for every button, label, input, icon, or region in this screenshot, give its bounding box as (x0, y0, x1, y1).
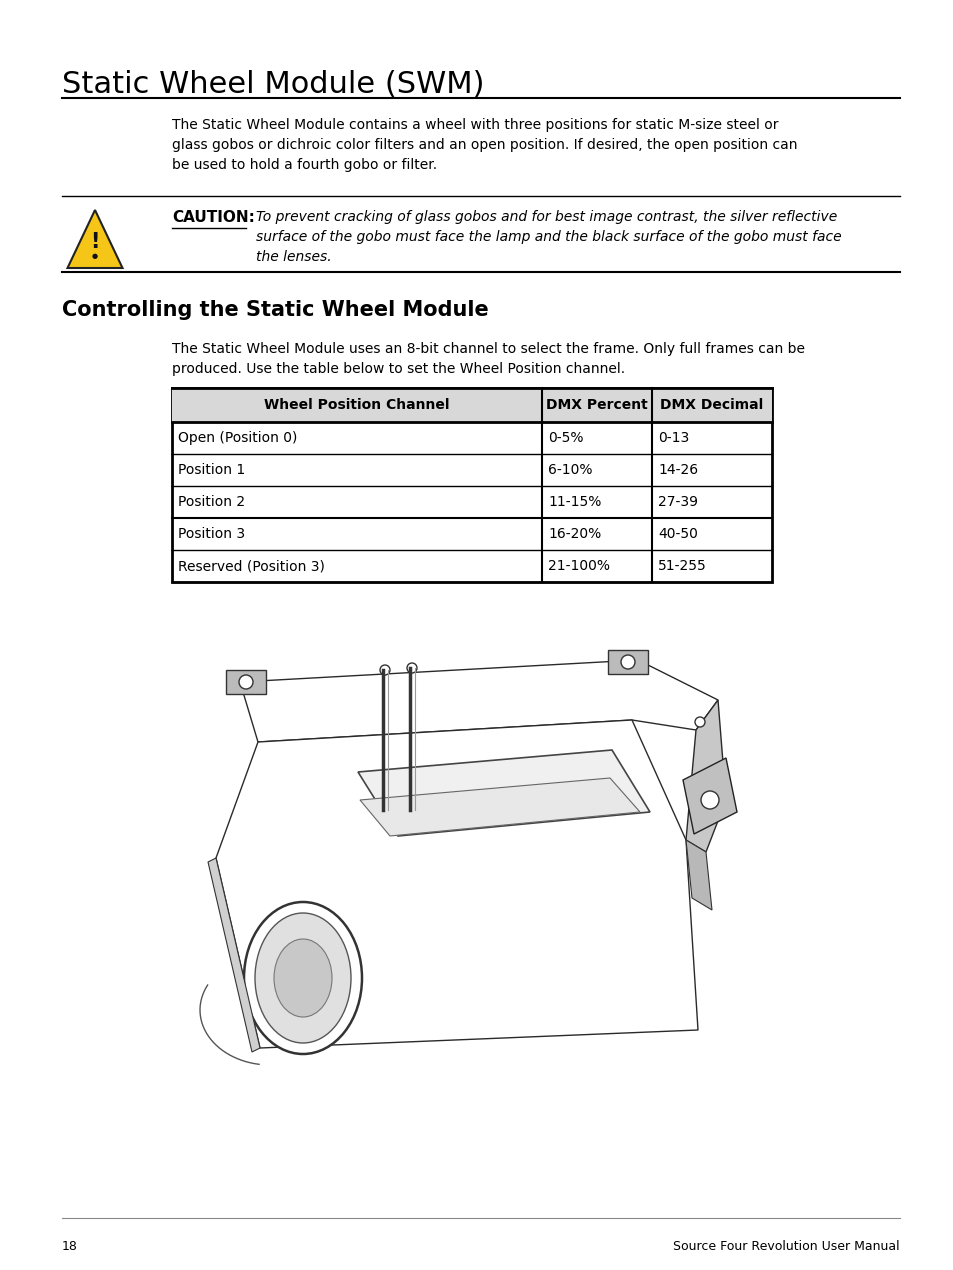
Polygon shape (240, 660, 718, 742)
Text: CAUTION:: CAUTION: (172, 210, 254, 225)
Text: Wheel Position Channel: Wheel Position Channel (264, 398, 449, 411)
Bar (172, 389, 771, 582)
Text: Reserved (Position 3): Reserved (Position 3) (178, 559, 325, 573)
Text: DMX Decimal: DMX Decimal (659, 398, 762, 411)
Polygon shape (685, 700, 725, 852)
Circle shape (695, 718, 704, 726)
Text: Position 2: Position 2 (178, 495, 245, 509)
Ellipse shape (274, 939, 332, 1017)
Text: The Static Wheel Module uses an 8-bit channel to select the frame. Only full fra: The Static Wheel Module uses an 8-bit ch… (172, 342, 804, 376)
Text: 51-255: 51-255 (658, 559, 706, 573)
Text: Source Four Revolution User Manual: Source Four Revolution User Manual (673, 1240, 899, 1253)
Bar (226, 671, 266, 693)
Text: Position 1: Position 1 (178, 464, 245, 478)
Bar (607, 650, 647, 674)
Polygon shape (682, 758, 737, 834)
Text: ●: ● (91, 254, 98, 259)
Text: The Static Wheel Module contains a wheel with three positions for static M-size : The Static Wheel Module contains a wheel… (172, 118, 797, 173)
Text: 11-15%: 11-15% (547, 495, 600, 509)
Text: To prevent cracking of glass gobos and for best image contrast, the silver refle: To prevent cracking of glass gobos and f… (255, 210, 841, 264)
Bar (172, 389, 771, 422)
Polygon shape (215, 720, 698, 1048)
Polygon shape (68, 210, 122, 268)
Text: 0-13: 0-13 (658, 431, 688, 444)
Circle shape (379, 665, 390, 674)
Text: !: ! (91, 232, 99, 251)
Text: Static Wheel Module (SWM): Static Wheel Module (SWM) (62, 70, 484, 99)
Ellipse shape (244, 902, 361, 1054)
Text: DMX Percent: DMX Percent (545, 398, 647, 411)
Polygon shape (359, 779, 639, 836)
Polygon shape (685, 839, 711, 911)
Text: 0-5%: 0-5% (547, 431, 583, 444)
Circle shape (700, 791, 719, 809)
Polygon shape (357, 751, 649, 836)
Circle shape (239, 674, 253, 690)
Ellipse shape (254, 913, 351, 1043)
Text: Position 3: Position 3 (178, 527, 245, 541)
Text: Controlling the Static Wheel Module: Controlling the Static Wheel Module (62, 300, 488, 320)
Text: 6-10%: 6-10% (547, 464, 592, 478)
Text: 14-26: 14-26 (658, 464, 698, 478)
Circle shape (620, 655, 635, 669)
Text: 21-100%: 21-100% (547, 559, 609, 573)
Text: Open (Position 0): Open (Position 0) (178, 431, 297, 444)
Text: 40-50: 40-50 (658, 527, 698, 541)
Text: 18: 18 (62, 1240, 78, 1253)
Polygon shape (208, 859, 260, 1052)
Circle shape (407, 663, 416, 673)
Text: 27-39: 27-39 (658, 495, 698, 509)
Text: 16-20%: 16-20% (547, 527, 600, 541)
